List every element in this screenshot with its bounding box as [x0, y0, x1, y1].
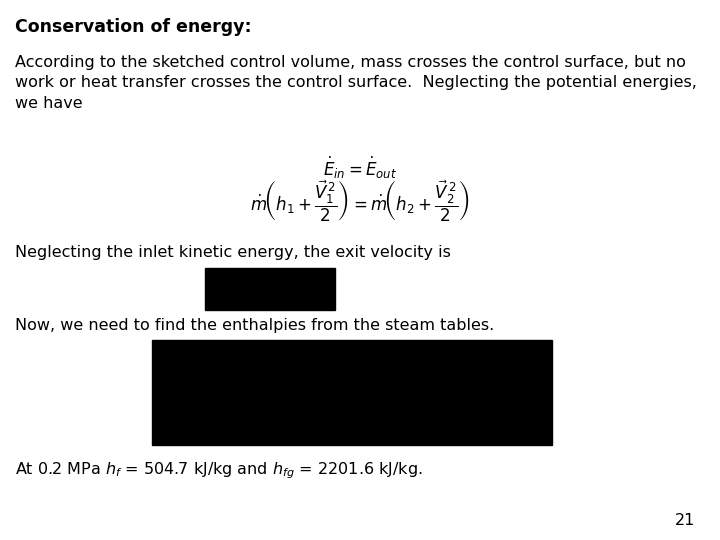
Text: $\dot{m}\!\left(h_1 + \dfrac{\vec{V}_1^{\,2}}{2}\right) = \dot{m}\!\left(h_2 + \: $\dot{m}\!\left(h_1 + \dfrac{\vec{V}_1^{…: [251, 178, 469, 224]
Text: According to the sketched control volume, mass crosses the control surface, but : According to the sketched control volume…: [15, 55, 697, 111]
Text: Now, we need to find the enthalpies from the steam tables.: Now, we need to find the enthalpies from…: [15, 318, 494, 333]
Text: Neglecting the inlet kinetic energy, the exit velocity is: Neglecting the inlet kinetic energy, the…: [15, 245, 451, 260]
Text: 21: 21: [675, 513, 695, 528]
Text: $\dot{E}_{in} = \dot{E}_{out}$: $\dot{E}_{in} = \dot{E}_{out}$: [323, 155, 397, 181]
Text: Conservation of energy:: Conservation of energy:: [15, 18, 251, 36]
Text: At 0.2 MPa $h_f$ = 504.7 kJ/kg and $h_{fg}$ = 2201.6 kJ/kg.: At 0.2 MPa $h_f$ = 504.7 kJ/kg and $h_{f…: [15, 460, 423, 481]
